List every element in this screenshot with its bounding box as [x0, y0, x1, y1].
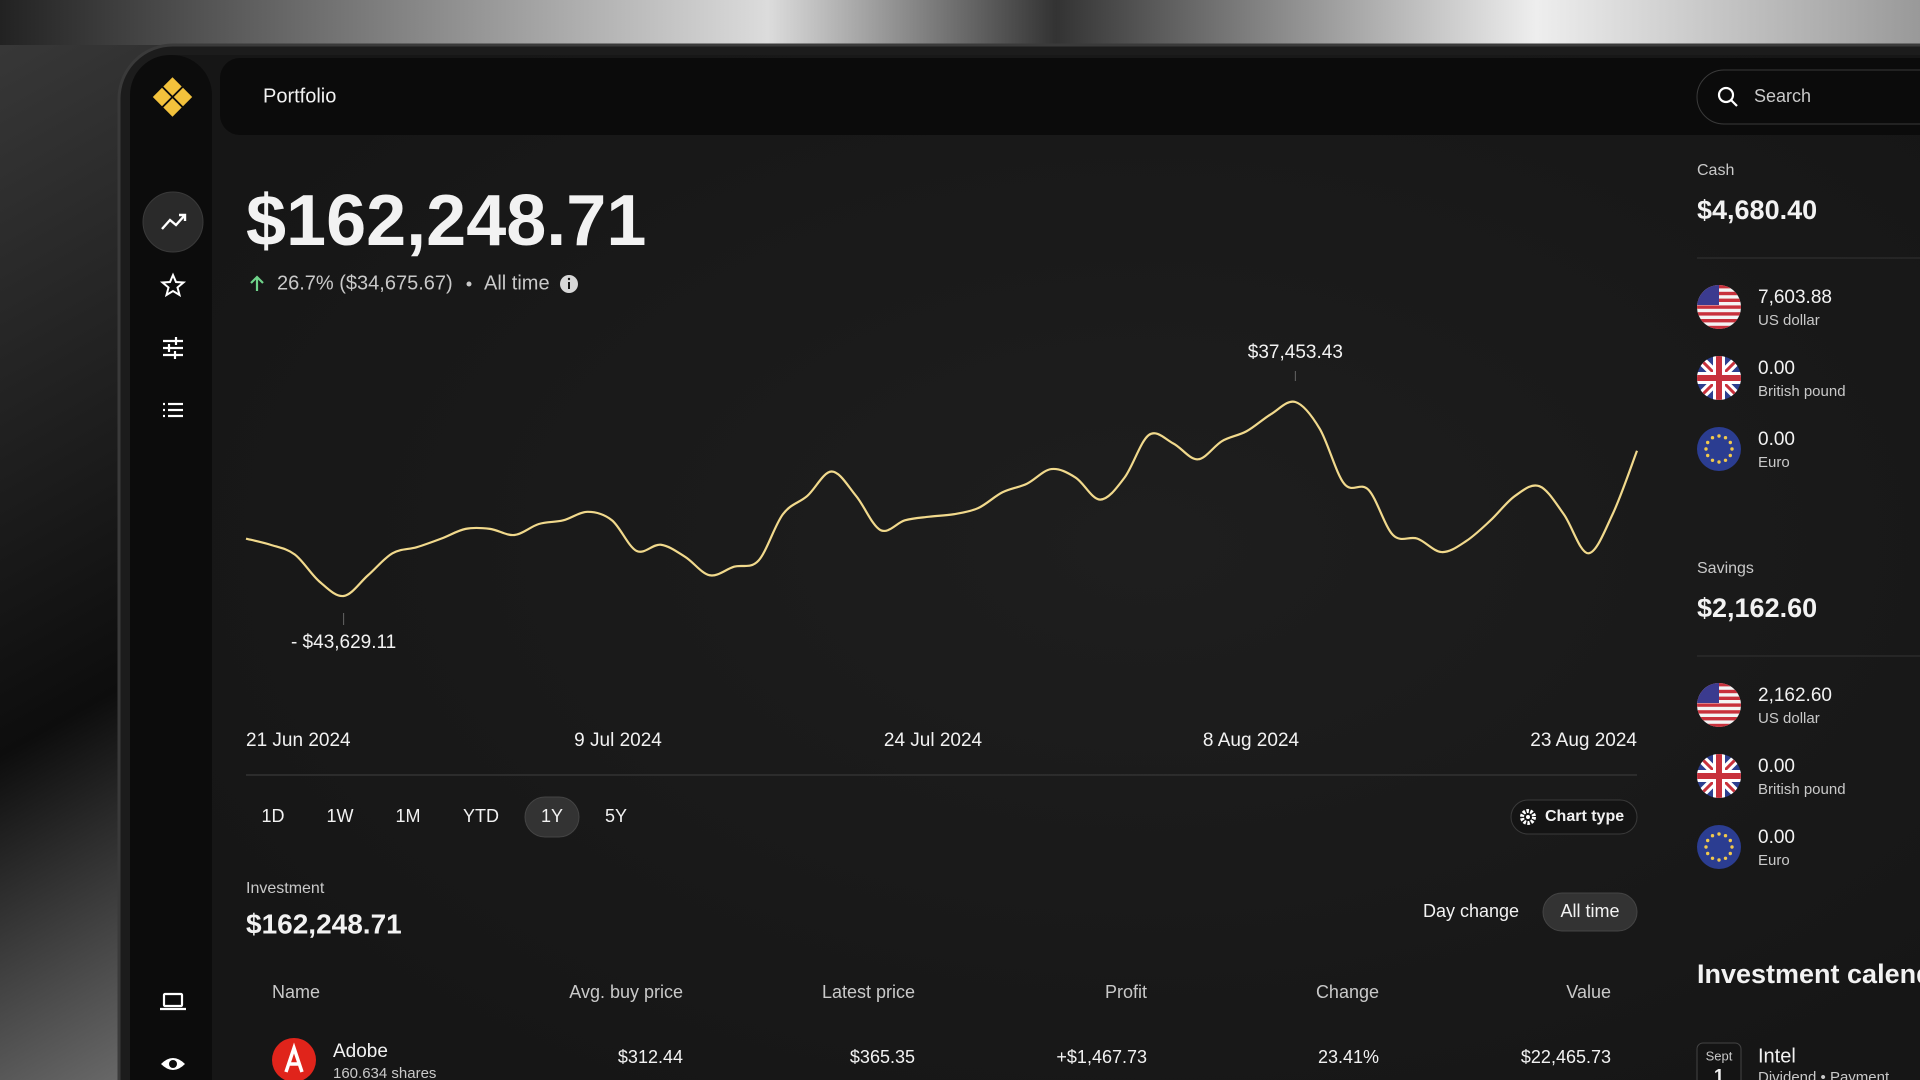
chart-type-label[interactable]: Chart type — [1545, 808, 1624, 825]
event-name[interactable]: Intel — [1758, 1045, 1796, 1067]
separator-dot — [466, 281, 472, 287]
chart-type-button[interactable] — [1510, 799, 1638, 835]
chart: $37,453.43 - $43,629.11 21 Jun 2024 9 Jul 2… — [245, 342, 1639, 751]
period-label: All time — [484, 272, 550, 294]
holding-shares: 160.634 shares — [333, 1065, 436, 1080]
currency-amount: 7,603.88 — [1758, 287, 1832, 308]
balance-total: $2,162.60 — [1697, 593, 1817, 623]
gear-icon — [1520, 809, 1536, 825]
sidebar — [130, 55, 212, 1080]
column-header: Change — [1316, 982, 1379, 1002]
currency-name: US dollar — [1758, 312, 1820, 329]
nav-list-icon[interactable] — [163, 402, 183, 418]
period-button[interactable]: YTD — [463, 806, 499, 826]
currency-name: British pound — [1758, 383, 1846, 400]
nav-visibility-icon[interactable] — [161, 1058, 185, 1070]
currency-flag — [1697, 754, 1741, 798]
nav-portfolio-icon[interactable] — [161, 213, 187, 230]
period-active-bg[interactable] — [524, 796, 580, 838]
currency-name: US dollar — [1758, 710, 1820, 727]
x-tick-label: 21 Jun 2024 — [246, 730, 351, 751]
x-tick-label: 9 Jul 2024 — [574, 730, 662, 751]
currency-amount: 0.00 — [1758, 756, 1795, 777]
max-label: $37,453.43 — [1248, 342, 1343, 363]
event-detail: Dividend • Payment — [1758, 1069, 1890, 1080]
holding-cell: $312.44 — [618, 1047, 683, 1067]
toggle[interactable]: Day change — [1423, 901, 1519, 921]
balance-label: Cash — [1697, 162, 1734, 179]
calendar-title: Investment calendar — [1697, 959, 1920, 989]
investment-label: Investment — [246, 880, 325, 897]
period-button[interactable]: 1W — [327, 806, 354, 826]
currency-amount: 2,162.60 — [1758, 685, 1832, 706]
column-header: Profit — [1105, 982, 1147, 1002]
column-header: Value — [1566, 982, 1611, 1002]
currency-name: Euro — [1758, 852, 1790, 869]
info-icon[interactable] — [560, 275, 578, 293]
controls: 1D 1W 1M YTD 1Y 5Y Day change All time — [261, 796, 1638, 932]
period-button[interactable]: 1D — [261, 806, 284, 826]
column-header: Latest price — [822, 982, 915, 1002]
portfolio-total: $162,248.71 — [246, 181, 646, 261]
event-day: 1 — [1714, 1066, 1724, 1080]
wallpaper-top — [0, 0, 1920, 45]
portfolio-change: 26.7% ($34,675.67) — [277, 272, 453, 294]
currency-flag — [1697, 427, 1741, 471]
currency-flag — [1697, 683, 1741, 727]
period-button[interactable]: 1Y — [541, 806, 563, 826]
balance-label: Savings — [1697, 560, 1754, 577]
search-box[interactable] — [1696, 69, 1920, 125]
period-button[interactable]: 1M — [395, 806, 420, 826]
toggle[interactable]: All time — [1560, 901, 1619, 921]
period-button[interactable]: 5Y — [605, 806, 627, 826]
currency-amount: 0.00 — [1758, 358, 1795, 379]
holding-cell: $22,465.73 — [1521, 1047, 1611, 1067]
company-logo — [272, 1038, 316, 1080]
currency-flag — [1697, 356, 1741, 400]
column-header: Avg. buy price — [569, 982, 683, 1002]
nav-watchlist-icon[interactable] — [159, 272, 187, 298]
top-bar — [220, 58, 1920, 135]
currency-flag — [1697, 825, 1741, 869]
holding-cell: $365.35 — [850, 1047, 915, 1067]
column-header: Name — [272, 982, 320, 1002]
nav-device-icon[interactable] — [160, 992, 186, 1011]
logo[interactable] — [152, 77, 193, 117]
search-icon — [1717, 86, 1738, 107]
holdings-table: Name Avg. buy price Latest price Profit Chan… — [272, 982, 1611, 1080]
holding-cell: 23.41% — [1318, 1047, 1379, 1067]
currency-flag — [1697, 285, 1741, 329]
event-month: Sept — [1706, 1048, 1733, 1063]
x-tick-label: 24 Jul 2024 — [884, 730, 983, 751]
investment-total: $162,248.71 — [246, 908, 402, 939]
min-label: - $43,629.11 — [291, 632, 396, 653]
search-placeholder[interactable]: Search — [1754, 86, 1811, 106]
holding-name: Adobe — [333, 1041, 388, 1062]
currency-name: Euro — [1758, 454, 1790, 471]
currency-amount: 0.00 — [1758, 429, 1795, 450]
currency-name: British pound — [1758, 781, 1846, 798]
change-arrow — [250, 275, 264, 291]
date-box — [1696, 1042, 1742, 1080]
toggle-active-bg[interactable] — [1542, 892, 1638, 932]
holding-cell: +$1,467.73 — [1056, 1047, 1147, 1067]
nav-filters-icon[interactable] — [163, 337, 183, 359]
company-logo-mark — [284, 1042, 304, 1073]
x-tick-label: 23 Aug 2024 — [1530, 730, 1637, 751]
portfolio-line — [245, 400, 1639, 598]
balances-panel: Cash $4,680.40 7,603.88 US dollar 0.00 Britis… — [1697, 162, 1920, 1080]
currency-amount: 0.00 — [1758, 827, 1795, 848]
balance-total: $4,680.40 — [1697, 195, 1817, 225]
page-title: Portfolio — [263, 85, 336, 107]
x-tick-label: 8 Aug 2024 — [1203, 730, 1300, 751]
